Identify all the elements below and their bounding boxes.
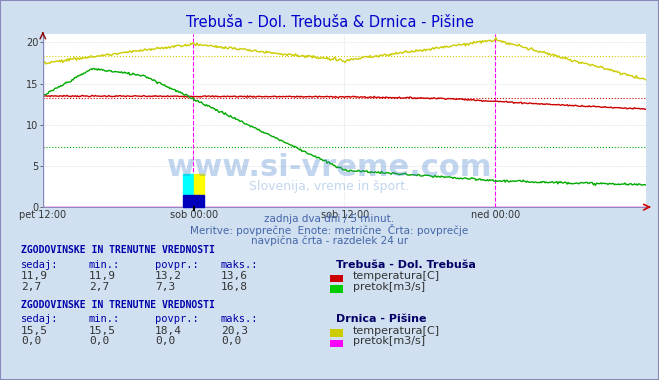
Text: pretok[m3/s]: pretok[m3/s] (353, 336, 424, 346)
Text: Trebuša - Dol. Trebuša: Trebuša - Dol. Trebuša (336, 260, 476, 270)
Bar (194, 174, 204, 195)
Text: 0,0: 0,0 (221, 336, 241, 346)
Text: sedaj:: sedaj: (21, 260, 59, 270)
Text: povpr.:: povpr.: (155, 260, 198, 270)
Text: Trebuša - Dol. Trebuša & Drnica - Pišine: Trebuša - Dol. Trebuša & Drnica - Pišine (186, 15, 473, 30)
Text: 0,0: 0,0 (21, 336, 42, 346)
Text: min.:: min.: (89, 314, 120, 324)
Text: Drnica - Pišine: Drnica - Pišine (336, 314, 426, 324)
Text: 11,9: 11,9 (21, 271, 48, 281)
Text: navpična črta - razdelek 24 ur: navpična črta - razdelek 24 ur (251, 235, 408, 246)
Bar (183, 195, 204, 207)
Text: 2,7: 2,7 (21, 282, 42, 292)
Text: 16,8: 16,8 (221, 282, 248, 292)
Text: temperatura[C]: temperatura[C] (353, 271, 440, 281)
Text: 7,3: 7,3 (155, 282, 175, 292)
Text: 13,6: 13,6 (221, 271, 248, 281)
Text: 2,7: 2,7 (89, 282, 109, 292)
Text: Meritve: povprečne  Enote: metrične  Črta: povprečje: Meritve: povprečne Enote: metrične Črta:… (190, 224, 469, 236)
Text: zadnja dva dni / 5 minut.: zadnja dva dni / 5 minut. (264, 214, 395, 223)
Bar (183, 174, 194, 195)
Text: temperatura[C]: temperatura[C] (353, 326, 440, 336)
Text: 13,2: 13,2 (155, 271, 182, 281)
Text: pretok[m3/s]: pretok[m3/s] (353, 282, 424, 292)
Text: ZGODOVINSKE IN TRENUTNE VREDNOSTI: ZGODOVINSKE IN TRENUTNE VREDNOSTI (21, 245, 215, 255)
Text: ZGODOVINSKE IN TRENUTNE VREDNOSTI: ZGODOVINSKE IN TRENUTNE VREDNOSTI (21, 300, 215, 310)
Text: www.si-vreme.com: www.si-vreme.com (167, 153, 492, 182)
Text: 15,5: 15,5 (21, 326, 48, 336)
Text: 18,4: 18,4 (155, 326, 182, 336)
Text: maks.:: maks.: (221, 260, 258, 270)
Text: 15,5: 15,5 (89, 326, 116, 336)
Text: min.:: min.: (89, 260, 120, 270)
Text: 0,0: 0,0 (89, 336, 109, 346)
Text: 0,0: 0,0 (155, 336, 175, 346)
Text: sedaj:: sedaj: (21, 314, 59, 324)
Text: 11,9: 11,9 (89, 271, 116, 281)
Text: Slovenija, vreme in šport.: Slovenija, vreme in šport. (250, 180, 409, 193)
Text: povpr.:: povpr.: (155, 314, 198, 324)
Text: 20,3: 20,3 (221, 326, 248, 336)
Text: maks.:: maks.: (221, 314, 258, 324)
